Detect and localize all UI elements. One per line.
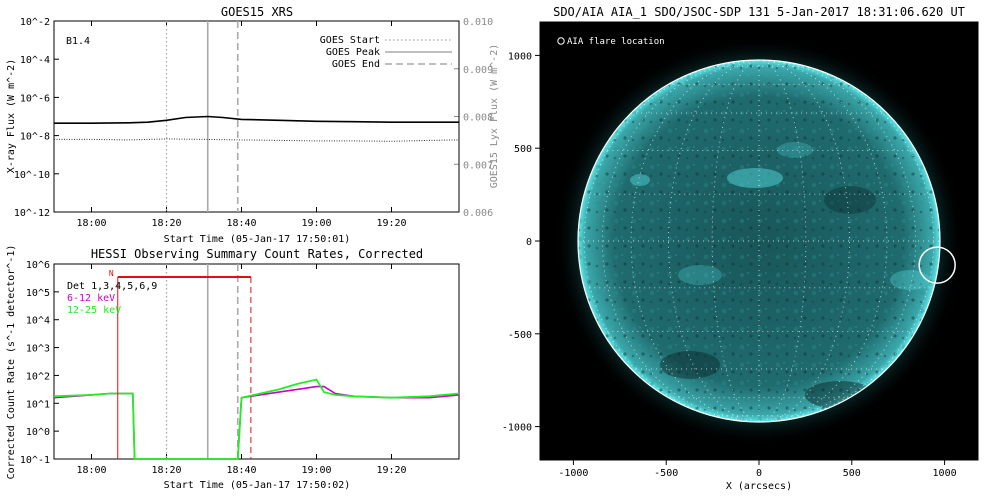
goes-y2-tick-label: 0.006	[463, 208, 493, 219]
aia-x-axis-label: X (arcsecs)	[726, 481, 792, 492]
goes-legend-start: GOES Start	[320, 35, 380, 46]
hessi-night-bar: N	[109, 269, 252, 459]
goes-y2-tick-label: 0.010	[463, 17, 493, 28]
hessi-y-tick-label: 10^-1	[20, 455, 50, 466]
hessi-x-axis-label: Start Time (05-Jan-17 17:50:02)	[164, 480, 351, 491]
goes-y-tick-label: 10^-10	[14, 170, 50, 181]
hessi-y-tick-label: 10^5	[26, 288, 50, 299]
hessi-panel: HESSI Observing Summary Count Rates, Cor…	[6, 245, 460, 491]
aia-legend-marker	[557, 37, 565, 45]
aia-x-tick-label: -500	[654, 468, 678, 479]
aia-bright-regions	[630, 142, 930, 409]
hessi-y-tick-label: 10^4	[26, 316, 50, 327]
aia-x-tick-label: -1000	[558, 468, 588, 479]
hessi-legend-low: 6-12 keV	[67, 293, 115, 304]
hessi-night-label: N	[109, 269, 114, 278]
goes-x-tick-label: 19:00	[301, 218, 331, 229]
goes-x-axis-label: Start Time (05-Jan-17 17:50:01)	[164, 234, 351, 245]
hessi-x-tick-label: 19:20	[376, 465, 406, 476]
goes-y-tick-label: 10^-8	[20, 132, 50, 143]
goes-legend: GOES Start GOES Peak GOES End	[320, 35, 452, 70]
aia-heliographic-grid	[578, 60, 940, 422]
goes-y-tick-label: 10^-2	[20, 17, 50, 28]
aia-limb-circle	[577, 59, 941, 423]
aia-legend-text: AIA flare location	[567, 37, 665, 47]
hessi-time-markers	[165, 264, 239, 459]
goes-class-annotation: B1.4	[66, 36, 90, 47]
hessi-y-ticks: 10^6 10^5 10^4 10^3 10^2 10^1 10^0 10^-1	[20, 260, 59, 466]
goes-x-tick-label: 18:20	[151, 218, 181, 229]
goes-plot-frame	[53, 20, 460, 213]
aia-grid-longitude	[758, 60, 917, 422]
goes-legend-end: GOES End	[332, 59, 380, 70]
goes-y-ticks: 10^-2 10^-4 10^-6 10^-8 10^-10 10^-12	[14, 17, 59, 219]
goes-x-tick-label: 19:20	[376, 218, 406, 229]
hessi-plot-frame	[53, 263, 460, 460]
hessi-legend: Det 1,3,4,5,6,9 6-12 keV 12-25 keV	[67, 281, 157, 316]
aia-legend: AIA flare location	[557, 37, 665, 47]
aia-image-panel: SDO/AIA AIA_1 SDO/JSOC-SDP 131 5-Jan-201…	[502, 5, 979, 492]
goes-y2-tick-label: 0.007	[463, 160, 493, 171]
goes-y2-axis-label: GOES15 Lyx Flux (W m^-2)	[489, 44, 500, 189]
hessi-x-tick-label: 19:00	[301, 465, 331, 476]
aia-y-tick-label: -1000	[502, 423, 532, 434]
goes-x-tick-label: 18:00	[76, 218, 106, 229]
hessi-12-25-kev-line	[53, 378, 460, 460]
aia-y-tick-label: -500	[508, 330, 532, 341]
aia-x-ticks: -1000 -500 0 500 1000	[558, 460, 957, 479]
hessi-x-tick-label: 18:40	[226, 465, 256, 476]
aia-y-tick-label: 500	[514, 144, 532, 155]
goes-y-axis-label: X-ray Flux (W m^-2)	[6, 59, 17, 173]
goes-x-tick-label: 18:40	[226, 218, 256, 229]
goes-title: GOES15 XRS	[221, 5, 293, 19]
aia-flare-location-circle	[918, 246, 956, 284]
aia-y-tick-label: 1000	[508, 51, 532, 62]
goes-y2-ticks: 0.010 0.009 0.008 0.007 0.006	[454, 17, 493, 219]
hessi-y-tick-label: 10^0	[26, 427, 50, 438]
hessi-y-axis-label: Corrected Count Rate (s^-1 detector^-1)	[6, 245, 17, 480]
hessi-series	[53, 378, 460, 460]
aia-x-tick-label: 0	[756, 468, 762, 479]
hessi-title: HESSI Observing Summary Count Rates, Cor…	[91, 247, 423, 261]
goes-y-tick-label: 10^-4	[20, 55, 50, 66]
goes-series	[54, 115, 460, 142]
goes-xray-flux-line	[54, 115, 459, 124]
hessi-y-tick-label: 10^1	[26, 399, 50, 410]
aia-x-tick-label: 500	[843, 468, 861, 479]
aia-y-ticks: 1000 500 0 -500 -1000	[502, 51, 540, 434]
goes-panel: GOES15 XRS 10^-210^-410^-610^-810^-1010^…	[6, 5, 500, 245]
hessi-y-tick-label: 10^6	[26, 260, 50, 271]
goes-y2-tick-label: 0.009	[463, 65, 493, 76]
hessi-y-tick-label: 10^3	[26, 344, 50, 355]
hessi-x-tick-label: 18:00	[76, 465, 106, 476]
goes-lyx-flux-line	[54, 138, 460, 142]
aia-grid-longitude	[601, 60, 760, 422]
aia-title: SDO/AIA AIA_1 SDO/JSOC-SDP 131 5-Jan-201…	[553, 5, 965, 19]
goes-y-tick-label: 10^-12	[14, 208, 50, 219]
goes-x-ticks: 18:00 18:20 18:40 19:00 19:20	[76, 21, 407, 229]
hessi-x-ticks: 18:00 18:20 18:40 19:00 19:20	[76, 264, 407, 476]
goes-y-tick-label: 10^-6	[20, 93, 50, 104]
hessi-legend-detectors: Det 1,3,4,5,6,9	[67, 281, 157, 292]
aia-y-tick-label: 0	[526, 237, 532, 248]
aia-x-tick-label: 1000	[933, 468, 957, 479]
hessi-legend-high: 12-25 keV	[67, 305, 121, 316]
goes-legend-peak: GOES Peak	[326, 47, 380, 58]
goes-y2-tick-label: 0.008	[463, 113, 493, 124]
hessi-y-tick-label: 10^2	[26, 371, 50, 382]
hessi-x-tick-label: 18:20	[151, 465, 181, 476]
